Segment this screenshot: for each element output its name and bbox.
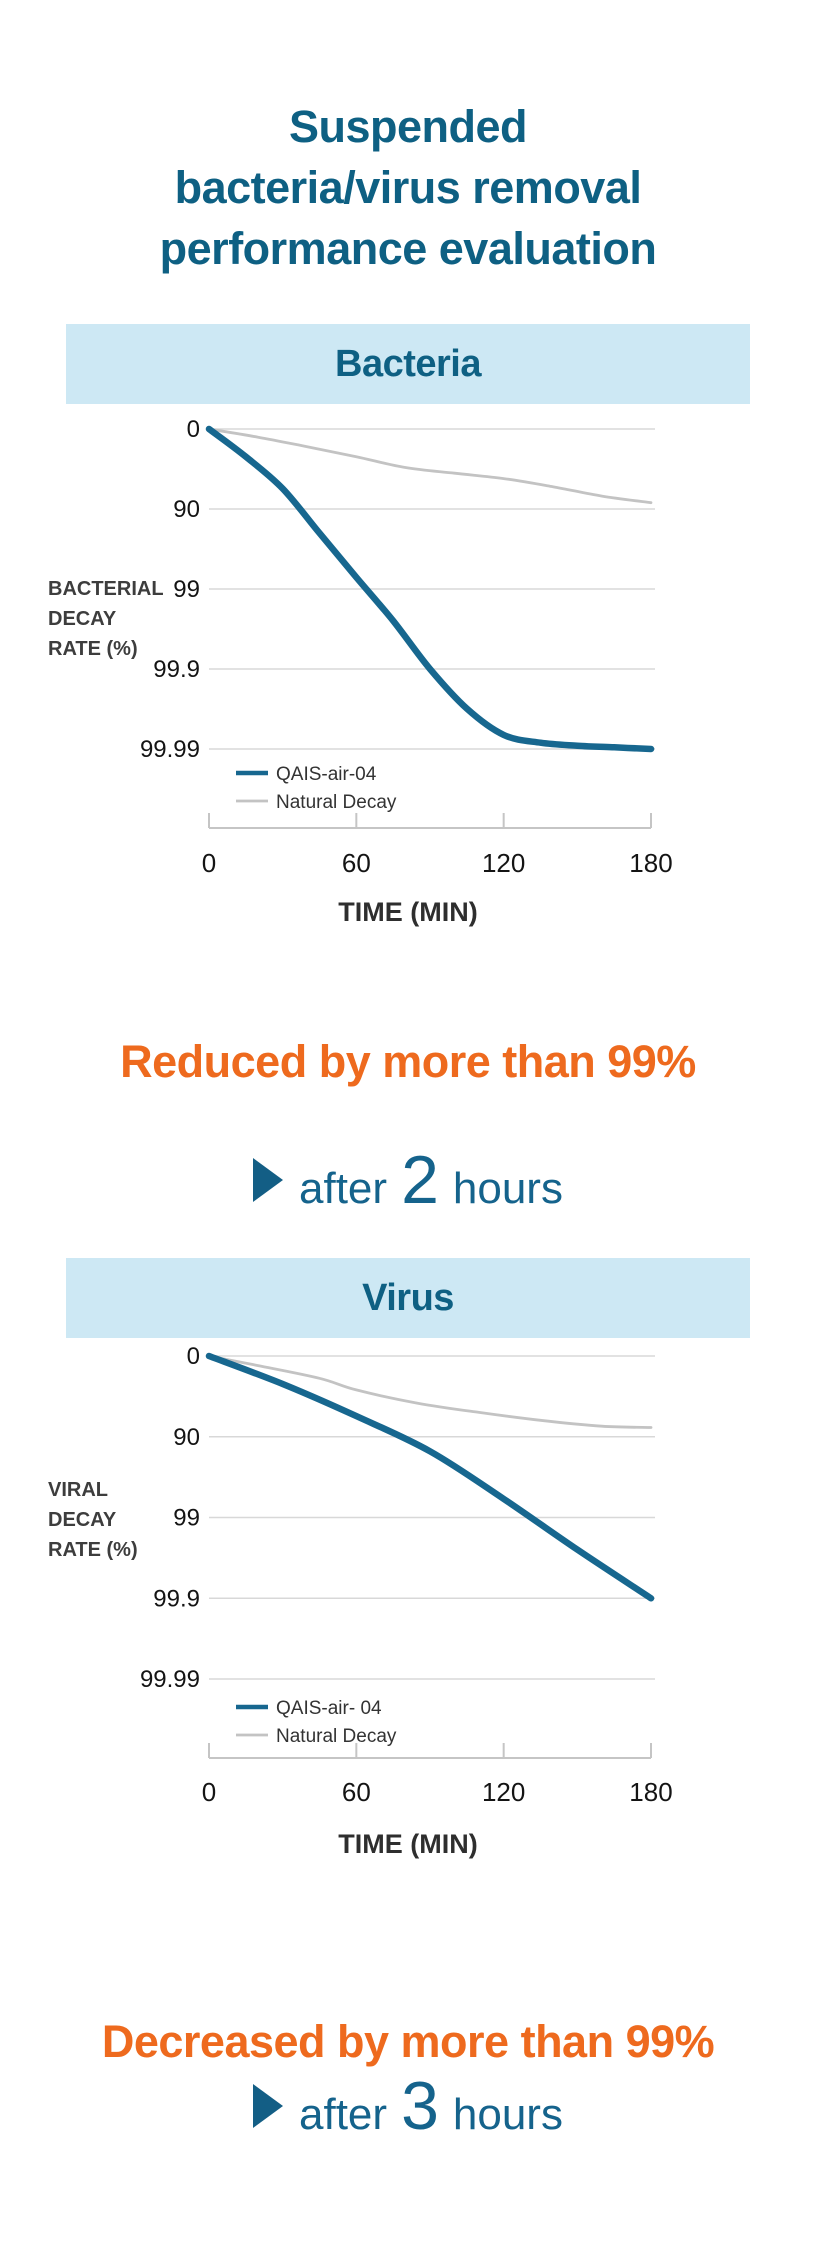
page-title-line-3: performance evaluation	[159, 223, 657, 274]
section-header-bacteria-label: Bacteria	[335, 342, 481, 385]
hours-word: hours	[452, 2090, 563, 2139]
series-line-secondary	[207, 427, 653, 505]
bacteria-callout-lead: Reduced by more than 99%	[0, 1036, 816, 1088]
virus-decay-chart: 0 90 99 99.9 99.99 VIRAL DECAY RATE (%) QAIS-air…	[48, 1343, 673, 1859]
x-axis-title: TIME (MIN)	[338, 1829, 477, 1859]
legend-label: Natural Decay	[276, 1726, 397, 1747]
series-line-primary	[205, 1352, 655, 1602]
y-tick-label: 99	[173, 1505, 200, 1532]
page-title-line-1: Suspended	[288, 101, 528, 152]
page-title-line-2: bacteria/virus removal	[174, 162, 642, 213]
after-word: after	[299, 2090, 388, 2139]
y-axis-title: BACTERIAL	[48, 578, 164, 600]
page-title: Suspended bacteria/virus removal perform…	[0, 96, 816, 279]
x-tick-label: 120	[482, 848, 525, 878]
x-tick-label: 120	[482, 1777, 525, 1807]
after-hours-number: 3	[401, 2068, 439, 2144]
y-axis-title: VIRAL	[48, 1479, 108, 1501]
virus-callout-lead-text: Decreased by more than 99%	[101, 2016, 715, 2067]
bacteria-callout-after: after 2 hours	[0, 1146, 816, 1214]
series-line-secondary	[207, 1354, 653, 1429]
y-tick-label: 99	[173, 576, 200, 603]
y-tick-label: 99.99	[140, 1666, 200, 1693]
hours-word: hours	[452, 1164, 563, 1213]
y-axis-title: RATE (%)	[48, 638, 138, 660]
y-tick-label: 99.99	[140, 736, 200, 763]
x-tick-label: 180	[629, 1777, 672, 1807]
virus-callout-after: after 3 hours	[0, 2072, 816, 2140]
after-word: after	[299, 1164, 388, 1213]
after-hours-number: 2	[401, 1142, 439, 1218]
section-header-virus-label: Virus	[362, 1276, 454, 1319]
section-header-bacteria: Bacteria	[66, 324, 750, 404]
y-tick-label: 90	[173, 1424, 200, 1451]
series-line-primary	[205, 425, 655, 753]
x-tick-label: 0	[202, 848, 216, 878]
x-tick-label: 0	[202, 1777, 216, 1807]
virus-callout-lead: Decreased by more than 99%	[0, 2016, 816, 2068]
y-tick-label: 0	[187, 416, 200, 443]
x-tick-label: 60	[342, 848, 371, 878]
x-tick-label: 60	[342, 1777, 371, 1807]
y-tick-label: 99.9	[153, 1585, 200, 1612]
y-axis-title: DECAY	[48, 1509, 117, 1531]
y-tick-label: 90	[173, 496, 200, 523]
y-axis-title: RATE (%)	[48, 1539, 138, 1561]
bacteria-decay-chart: 0 90 99 99.9 99.99 BACTERIAL DECAY RATE (%) QAIS…	[48, 416, 673, 927]
y-axis-title: DECAY	[48, 608, 117, 630]
section-header-virus: Virus	[66, 1258, 750, 1338]
y-tick-label: 99.9	[153, 656, 200, 683]
play-triangle-icon	[253, 1158, 284, 1202]
x-axis-title: TIME (MIN)	[338, 897, 477, 927]
x-tick-label: 180	[629, 848, 672, 878]
legend-label: Natural Decay	[276, 792, 397, 813]
play-triangle-icon	[253, 2084, 284, 2128]
bacteria-callout-lead-text: Reduced by more than 99%	[120, 1036, 696, 1087]
legend-label: QAIS-air-04	[276, 764, 377, 785]
legend-label: QAIS-air- 04	[276, 1698, 382, 1719]
y-tick-label: 0	[187, 1343, 200, 1370]
